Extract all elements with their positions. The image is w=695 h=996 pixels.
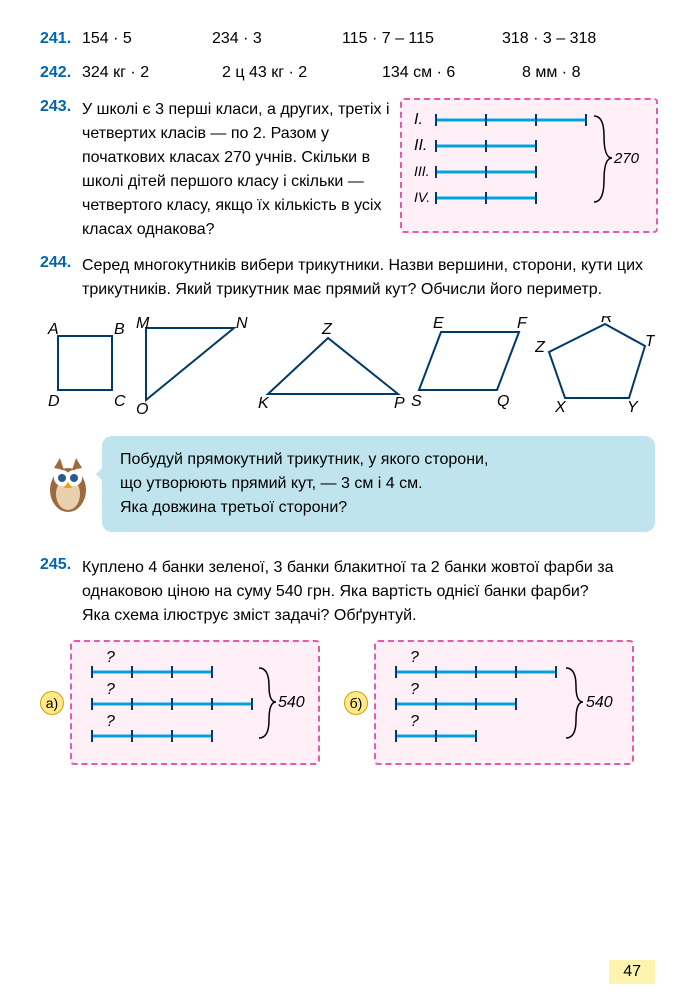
row-label: I. (414, 111, 423, 128)
option-badge: б) (344, 691, 368, 715)
problem-243: 243. У школі є 3 перші класи, а других, … (40, 98, 655, 242)
svg-text:P: P (394, 395, 405, 412)
brace-total: 270 (613, 150, 640, 167)
problem-text: Серед многокутників вибери трикутники. Н… (82, 254, 655, 302)
expression: 234 · 3 (212, 30, 342, 48)
problem-number: 241. (40, 30, 82, 48)
right-triangle: M N O (134, 316, 254, 416)
problem-text: У школі є 3 перші класи, а других, треті… (82, 98, 392, 242)
problem-number: 245. (40, 556, 82, 574)
svg-text:B: B (114, 321, 125, 338)
svg-text:Z: Z (321, 321, 333, 338)
option-b: б) ? ? ? (344, 640, 634, 765)
expression: 134 см · 6 (382, 64, 522, 82)
svg-text:X: X (554, 399, 567, 416)
svg-text:?: ? (410, 650, 419, 666)
scheme-b-box: ? ? ? (374, 640, 634, 765)
pentagon: R T Y X Z (535, 316, 655, 416)
scheme-a-box: ? ? ? (70, 640, 320, 765)
scheme-options: а) ? ? ? (40, 640, 655, 765)
problem-text: Куплено 4 банки зеленої, 3 банки блакитн… (82, 556, 655, 628)
svg-text:?: ? (410, 681, 419, 698)
expression: 115 · 7 – 115 (342, 30, 502, 48)
row-label: III. (414, 163, 430, 179)
svg-text:A: A (47, 321, 59, 338)
problem-245: 245. Куплено 4 банки зеленої, 3 банки бл… (40, 556, 655, 628)
expression: 318 · 3 – 318 (502, 30, 596, 48)
option-badge: а) (40, 691, 64, 715)
svg-text:Y: Y (627, 399, 639, 416)
svg-text:T: T (645, 333, 655, 350)
owl-hint: Побудуй прямокутний трикутник, у якого с… (40, 436, 655, 532)
svg-text:540: 540 (586, 694, 613, 711)
problem-244: 244. Серед многокутників вибери трикутни… (40, 254, 655, 302)
svg-text:S: S (411, 393, 422, 410)
problem-242: 242. 324 кг · 2 2 ц 43 кг · 2 134 см · 6… (40, 64, 655, 82)
problem-number: 242. (40, 64, 82, 82)
svg-text:?: ? (410, 713, 419, 730)
owl-icon (40, 448, 96, 520)
expression: 324 кг · 2 (82, 64, 222, 82)
expression: 154 · 5 (82, 30, 212, 48)
expression: 2 ц 43 кг · 2 (222, 64, 382, 82)
svg-text:D: D (48, 393, 60, 410)
square-shape: A B C D (40, 316, 130, 416)
bar-diagram: I. II. III. IV. 270 (414, 108, 644, 218)
svg-text:540: 540 (278, 694, 305, 711)
svg-text:R: R (601, 316, 613, 326)
option-a: а) ? ? ? (40, 640, 320, 765)
scheme-a: ? ? ? (84, 650, 310, 750)
svg-text:O: O (136, 401, 148, 416)
problem-241: 241. 154 · 5 234 · 3 115 · 7 – 115 318 ·… (40, 30, 655, 48)
problem-number: 244. (40, 254, 82, 272)
hint-line: Яка довжина третьої сторони? (120, 496, 637, 520)
svg-text:C: C (114, 393, 126, 410)
problem-number: 243. (40, 98, 82, 116)
row-label: IV. (414, 189, 430, 205)
parallelogram: E F Q S (411, 316, 531, 416)
svg-text:?: ? (106, 681, 115, 698)
svg-text:N: N (236, 316, 248, 332)
hint-line: що утворюють прямий кут, — 3 см і 4 см. (120, 472, 637, 496)
svg-text:Q: Q (497, 393, 509, 410)
speech-bubble: Побудуй прямокутний трикутник, у якого с… (102, 436, 655, 532)
scheme-b: ? ? ? (388, 650, 624, 750)
svg-text:F: F (517, 316, 528, 332)
geometry-shapes: A B C D M N O Z K P E F Q S R T Y X Z (40, 316, 655, 416)
obtuse-triangle: Z K P (258, 316, 408, 416)
svg-text:K: K (258, 395, 270, 412)
row-label: II. (414, 137, 427, 154)
expression: 8 мм · 8 (522, 64, 580, 82)
svg-text:M: M (136, 316, 150, 332)
page-number: 47 (609, 960, 655, 984)
svg-text:E: E (433, 316, 444, 332)
svg-text:?: ? (106, 650, 115, 666)
diagram-243: I. II. III. IV. 270 (400, 98, 658, 233)
svg-text:?: ? (106, 713, 115, 730)
hint-line: Побудуй прямокутний трикутник, у якого с… (120, 448, 637, 472)
svg-text:Z: Z (535, 339, 546, 356)
